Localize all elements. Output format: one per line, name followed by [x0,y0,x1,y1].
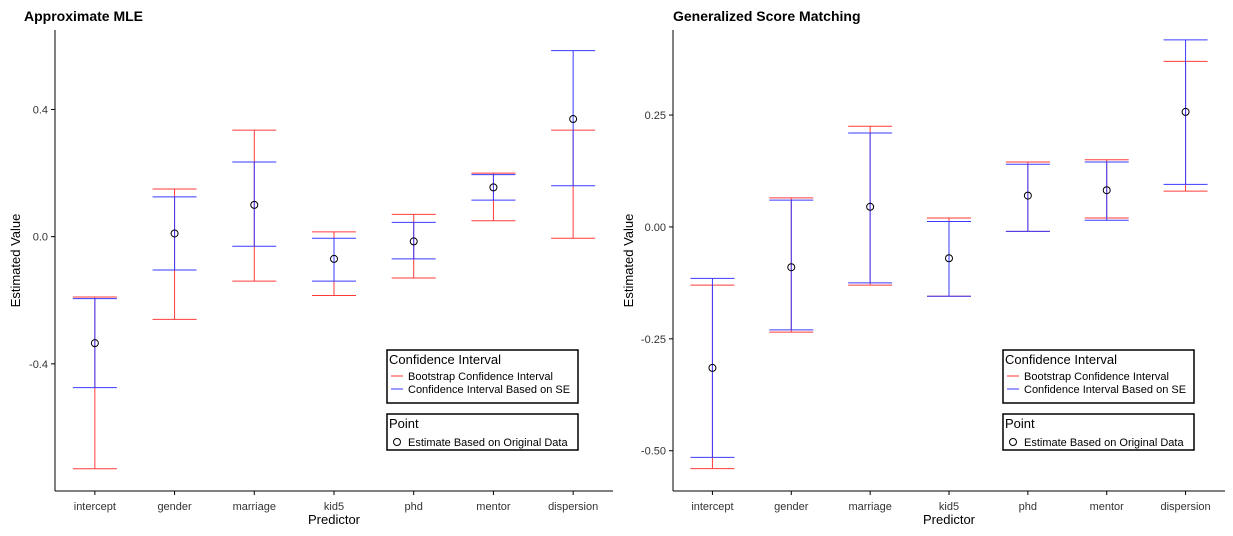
errorbar-group-gender [769,197,814,333]
estimate-point-gender [787,263,796,272]
legend-box [386,349,579,404]
legend-item-label: Bootstrap Confidence Interval [1024,371,1169,383]
estimate-point-dispersion [1181,107,1190,116]
chart-title: Generalized Score Matching [673,8,861,24]
x-tick-label-dispersion: dispersion [548,501,598,513]
legend-confidence-interval: Confidence Interval Bootstrap Confidence … [1002,349,1195,404]
errorbar-group-mentor [1084,159,1129,221]
errorbar-group-gender [152,188,197,320]
estimate-point-marriage [866,202,875,211]
y-tick-label: -0.25 [641,334,666,346]
legend-item-label: Estimate Based on Original Data [408,437,568,449]
estimate-point-kid5 [330,254,338,263]
y-tick-label: -0.50 [641,446,666,458]
legend-title: Point [389,416,419,431]
y-tick-label: -0.4 [29,359,48,371]
legend-item-label: Confidence Interval Based on SE [1024,384,1186,396]
y-tick-label: 0.4 [33,104,48,116]
x-tick-label-phd: phd [1019,501,1037,513]
chart-panel-2: Generalized Score Matching -0.50 -0.25 0.00… [621,8,1225,527]
estimate-point-phd [1023,191,1032,200]
y-tick-label: 0.0 [33,232,48,244]
estimate-point-kid5 [945,254,953,263]
legend-item-label: Bootstrap Confidence Interval [408,371,553,383]
estimate-point-mentor [489,183,498,192]
y-tick-label: 0.00 [645,222,666,234]
estimate-point-phd [409,237,418,246]
errorbar-group-marriage [848,125,893,286]
errorbar-group-intercept [72,296,117,470]
x-tick-label-intercept: intercept [74,501,116,513]
legend-point: Point Estimate Based on Original Data [386,413,579,451]
errorbar-group-dispersion [551,50,596,239]
legend-box [1002,413,1195,451]
errorbar-group-phd [1005,161,1050,232]
chart-panel-1: Approximate MLE -0.4 0.0 0.4 intercept gender… [8,8,613,527]
legend-title: Point [1005,416,1035,431]
x-tick-label-marriage: marriage [848,501,891,513]
legend-point: Point Estimate Based on Original Data [1002,413,1195,451]
legend-title: Confidence Interval [1005,352,1117,367]
x-axis-label: Predictor [923,512,976,527]
legend-box [386,413,579,451]
legend-key-point [1009,438,1017,446]
x-tick-label-kid5: kid5 [939,501,959,513]
estimate-point-gender [170,229,179,238]
errorbar-group-mentor [471,172,516,222]
x-axis-label: Predictor [308,512,361,527]
y-tick-label: 0.25 [645,110,666,122]
estimate-point-intercept [90,339,99,348]
x-tick-label-mentor: mentor [476,501,511,513]
legend-title: Confidence Interval [389,352,501,367]
errorbar-group-marriage [232,129,277,282]
chart-title: Approximate MLE [24,8,143,24]
x-tick-label-gender: gender [157,501,192,513]
y-axis-label: Estimated Value [621,214,636,308]
errorbar-group-intercept [690,277,735,470]
x-tick-label-gender: gender [774,501,809,513]
x-tick-label-phd: phd [405,501,423,513]
x-tick-label-intercept: intercept [691,501,733,513]
y-axis-label: Estimated Value [8,214,23,308]
estimate-point-dispersion [569,115,578,124]
errorbar-group-dispersion [1163,39,1208,192]
errorbar-group-phd [391,213,436,279]
legend-key-point [393,438,401,446]
estimate-point-mentor [1102,186,1111,195]
x-tick-label-marriage: marriage [233,501,276,513]
estimate-point-marriage [250,200,259,209]
x-tick-label-dispersion: dispersion [1161,501,1211,513]
x-tick-label-kid5: kid5 [324,501,344,513]
legend-box [1002,349,1195,404]
legend-item-label: Confidence Interval Based on SE [408,384,570,396]
x-tick-label-mentor: mentor [1090,501,1125,513]
estimate-point-intercept [708,363,717,372]
errorbar-group-kid5 [312,231,356,296]
legend-confidence-interval: Confidence Interval Bootstrap Confidence … [386,349,579,404]
errorbar-group-kid5 [927,217,971,297]
legend-item-label: Estimate Based on Original Data [1024,437,1184,449]
